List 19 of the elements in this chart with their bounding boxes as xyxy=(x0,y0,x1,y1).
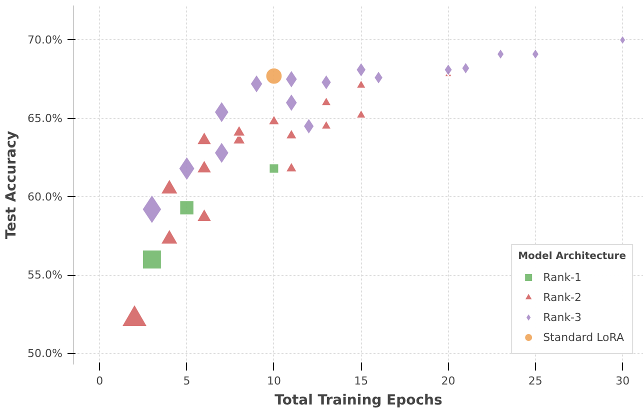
x-axis-title: Total Training Epochs xyxy=(274,392,442,408)
y-tick-label: 65.0% xyxy=(28,112,63,125)
x-tick-label: 25 xyxy=(528,374,542,388)
x-tick-label: 0 xyxy=(96,374,104,388)
x-tick-label: 5 xyxy=(183,374,190,388)
y-tick-label: 55.0% xyxy=(28,268,63,282)
y-tick-label: 50.0% xyxy=(28,347,63,360)
y-axis-title: Test Accuracy xyxy=(4,130,20,240)
y-tick-label: 60.0% xyxy=(28,190,63,204)
x-tick-label: 15 xyxy=(354,374,368,388)
legend-label: Standard LoRA xyxy=(543,330,624,344)
x-tick-label: 30 xyxy=(616,374,630,388)
legend-label: Rank-3 xyxy=(543,310,582,324)
legend-label: Rank-2 xyxy=(543,290,582,304)
x-tick-label: 20 xyxy=(441,374,456,388)
legend-title: Model Architecture xyxy=(518,251,626,262)
y-tick-label: 70.0% xyxy=(28,33,63,46)
legend-label: Rank-1 xyxy=(543,270,582,284)
x-tick-label: 10 xyxy=(266,374,281,388)
